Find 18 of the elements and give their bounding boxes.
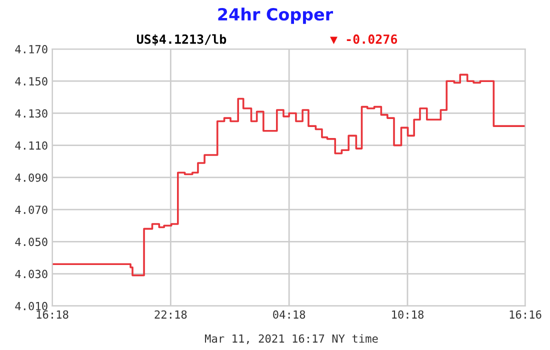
y-tick-label: 4.010 — [15, 302, 48, 310]
y-tick-label: 4.110 — [15, 141, 48, 150]
text: Mar 11, 2021 16:17 NY time — [205, 334, 378, 344]
chart-title: 24hr Copper — [218, 8, 334, 24]
y-tick-label: 4.170 — [15, 45, 48, 54]
x-tick-label: 16:18 — [36, 310, 68, 319]
y-tick-label: 4.090 — [15, 173, 48, 182]
y-tick-label: 4.070 — [15, 206, 48, 214]
x-tick-label: 22:18 — [154, 310, 187, 319]
x-tick-label: 16:16 — [510, 310, 542, 319]
y-tick-label: 4.030 — [15, 270, 48, 278]
x-tick-label: 10:18 — [392, 310, 424, 319]
y-tick-label: 4.130 — [15, 109, 48, 118]
y-tick-label: 4.050 — [15, 238, 48, 246]
y-tick-label: 4.150 — [15, 77, 48, 86]
text: ▼ -0.0276 — [330, 34, 398, 44]
x-tick-label: 04:18 — [273, 310, 306, 319]
chart-subtitle: US$4.1213/lb — [136, 34, 226, 46]
